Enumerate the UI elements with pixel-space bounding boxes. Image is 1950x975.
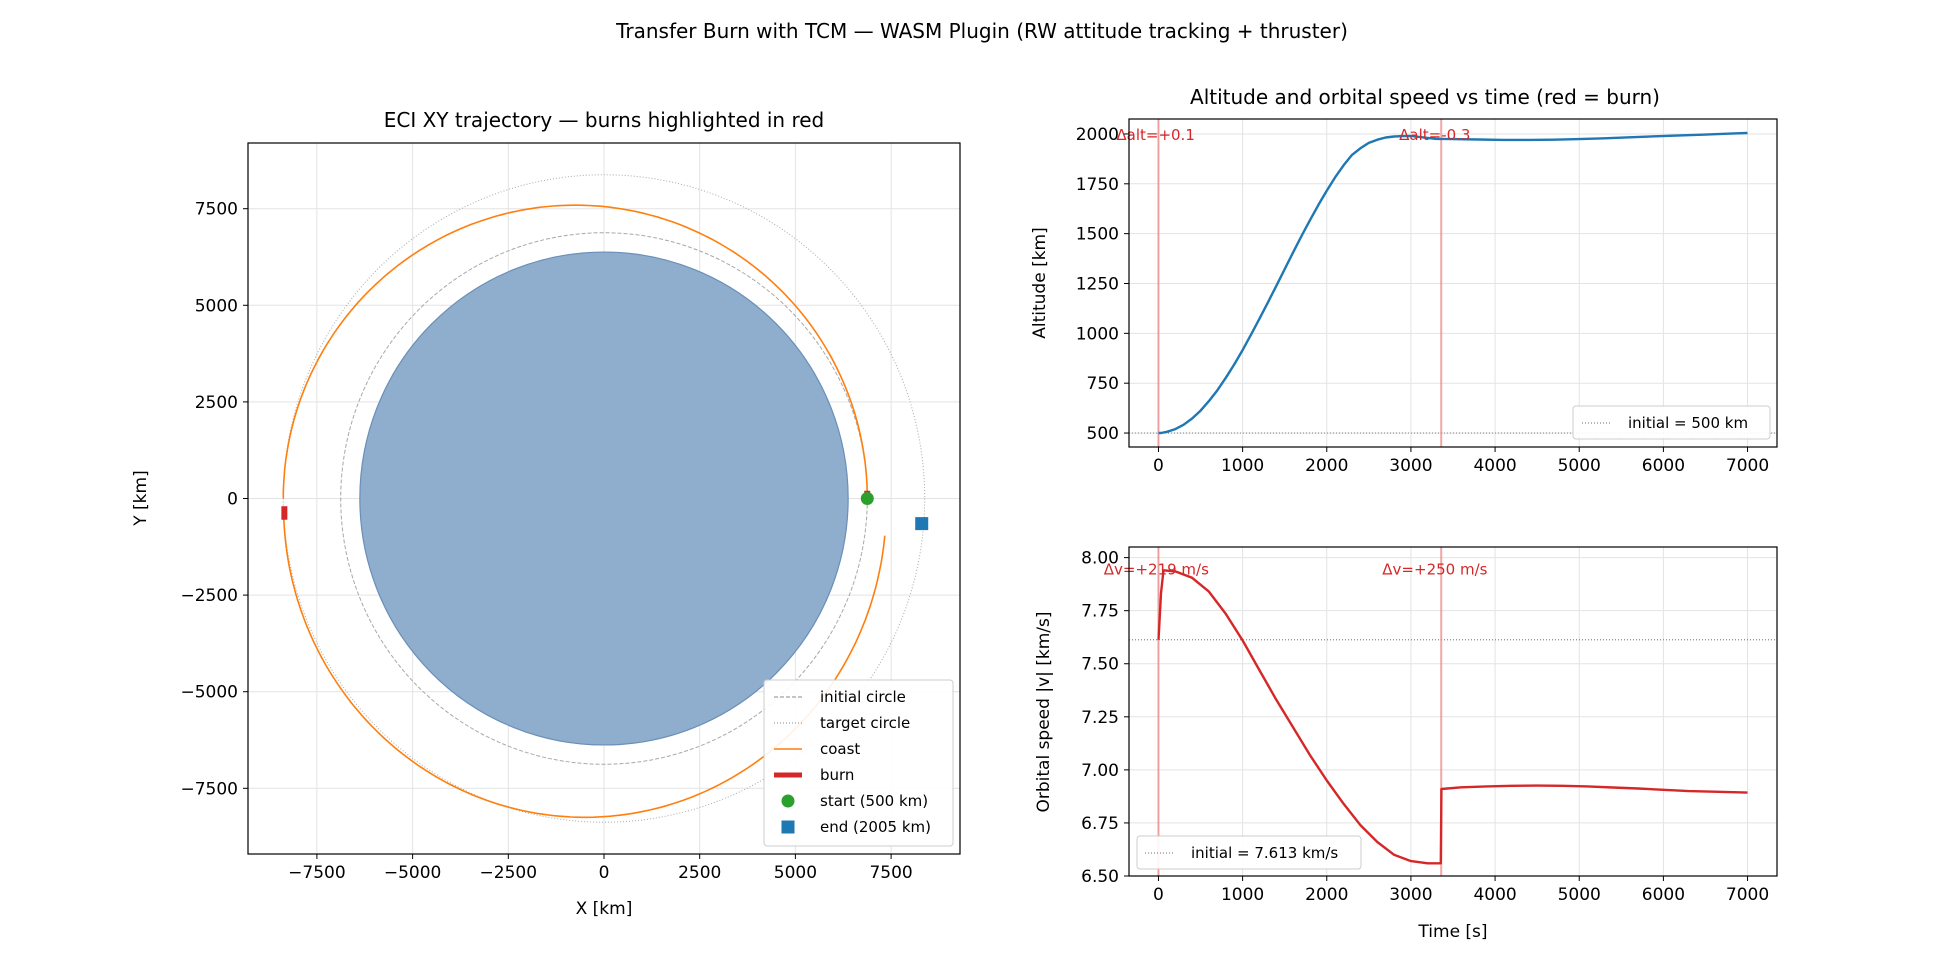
legend-end-marker [781, 820, 795, 834]
trajectory-ticks: −7500 −5000 −2500 0 2500 5000 7500 −7500 −5000 −2… [180, 200, 912, 883]
trajectory-y-tick-label: −2500 [180, 586, 238, 606]
spd-y-tick-label: 8.00 [1081, 549, 1119, 569]
trajectory-y-tick-label: 2500 [195, 393, 238, 413]
trajectory-x-tick-label: 0 [599, 863, 610, 883]
alt-x-tick-label: 5000 [1558, 456, 1601, 476]
legend-frame [763, 679, 954, 847]
alt-y-tick-label: 500 [1087, 424, 1119, 444]
alt-x-tick-label: 3000 [1389, 456, 1432, 476]
spd-y-tick-label: 7.00 [1081, 761, 1119, 781]
trajectory-x-tick-label: −2500 [480, 863, 538, 883]
altitude-grid [1129, 119, 1777, 447]
alt-series-line [1158, 131, 1748, 435]
altitude-ticks: 0 1000 2000 3000 4000 5000 6000 7000 500 750 1000 1… [1076, 125, 1769, 476]
trajectory-y-tick-label: 7500 [195, 200, 238, 220]
alt-x-tick-label: 0 [1153, 456, 1164, 476]
spd-x-tick-label: 7000 [1726, 885, 1769, 905]
spd-y-tick-label: 7.50 [1081, 655, 1119, 675]
alt-x-tick-label: 1000 [1221, 456, 1264, 476]
trajectory-y-tick-label: −5000 [180, 683, 238, 703]
speed-plot-area: Δv=+219 m/s Δv=+250 m/s [1104, 547, 1777, 876]
trajectory-x-tick-label: −7500 [288, 863, 346, 883]
legend-initial-circle: initial circle [820, 688, 906, 706]
spd-x-tick-label: 5000 [1558, 885, 1601, 905]
altitude-legend: initial = 500 km [1572, 405, 1771, 440]
spd-x-tick-label: 2000 [1305, 885, 1348, 905]
trajectory-y-tick-label: −7500 [180, 779, 238, 799]
alt-burn-annotation: Δalt=-0.3 [1399, 126, 1470, 144]
trajectory-x-tick-label: 5000 [774, 863, 817, 883]
trajectory-legend: initial circle target circle coast burn … [763, 679, 954, 847]
figure-title: Transfer Burn with TCM — WASM Plugin (RW… [615, 19, 1348, 43]
end-marker [915, 517, 929, 531]
spd-x-tick-label: 0 [1153, 885, 1164, 905]
alt-x-tick-label: 7000 [1726, 456, 1769, 476]
spd-y-tick-label: 7.75 [1081, 602, 1119, 622]
alt-x-tick-label: 4000 [1473, 456, 1516, 476]
speed-frame [1128, 546, 1778, 877]
trajectory-x-tick-label: 2500 [678, 863, 721, 883]
alt-x-tick-label: 2000 [1305, 456, 1348, 476]
altitude-legend-frame [1572, 405, 1771, 440]
spd-y-tick-label: 6.50 [1081, 867, 1119, 887]
legend-start-marker [781, 794, 795, 808]
alt-y-tick-label: 1250 [1076, 274, 1119, 294]
spd-y-tick-label: 7.25 [1081, 708, 1119, 728]
speed-legend-label: initial = 7.613 km/s [1191, 844, 1338, 862]
trajectory-x-axis-label: X [km] [576, 899, 633, 919]
spd-burn-annotation: Δv=+219 m/s [1104, 560, 1209, 578]
spd-x-tick-label: 1000 [1221, 885, 1264, 905]
trajectory-y-axis-label: Y [km] [131, 470, 151, 526]
trajectory-y-tick-label: 0 [227, 490, 238, 510]
trajectory-x-tick-label: 7500 [869, 863, 912, 883]
altitude-title: Altitude and orbital speed vs time (red … [1190, 85, 1660, 109]
trajectory-plot-area [281, 174, 929, 823]
altitude-y-axis-label: Altitude [km] [1030, 227, 1050, 339]
speed-x-axis-label: Time [s] [1417, 922, 1487, 942]
spd-burn-annotation: Δv=+250 m/s [1382, 560, 1487, 578]
alt-y-tick-label: 1750 [1076, 175, 1119, 195]
altitude-panel: Altitude and orbital speed vs time (red … [1030, 85, 1778, 476]
speed-ticks: 0 1000 2000 3000 4000 5000 6000 7000 6.50 6.75 7.0… [1081, 549, 1769, 905]
speed-grid [1129, 547, 1777, 877]
legend-end: end (2005 km) [820, 818, 931, 836]
spd-x-tick-label: 6000 [1642, 885, 1685, 905]
spd-x-tick-label: 4000 [1473, 885, 1516, 905]
altitude-legend-label: initial = 500 km [1628, 414, 1748, 432]
alt-y-tick-label: 2000 [1076, 125, 1119, 145]
trajectory-x-tick-label: −5000 [384, 863, 442, 883]
speed-panel: Δv=+219 m/s Δv=+250 m/s 0 1000 2000 3000 4000… [1034, 546, 1778, 942]
speed-legend: initial = 7.613 km/s [1136, 835, 1362, 870]
start-marker [860, 492, 874, 505]
trajectory-y-tick-label: 5000 [195, 296, 238, 316]
transfer-coast-arc [282, 204, 869, 499]
legend-target-circle: target circle [820, 714, 910, 732]
alt-y-tick-label: 750 [1087, 374, 1119, 394]
alt-x-tick-label: 6000 [1642, 456, 1685, 476]
legend-burn: burn [820, 766, 854, 784]
speed-legend-frame [1136, 835, 1362, 870]
spd-x-tick-label: 3000 [1389, 885, 1432, 905]
alt-y-tick-label: 1500 [1076, 225, 1119, 245]
legend-start: start (500 km) [820, 792, 928, 810]
alt-burn-annotation: Δalt=+0.1 [1116, 126, 1195, 144]
spd-series-line [1157, 569, 1748, 865]
earth-disk [359, 251, 849, 746]
speed-y-axis-label: Orbital speed |v| [km/s] [1034, 611, 1054, 812]
legend-coast: coast [820, 740, 860, 758]
trajectory-title: ECI XY trajectory — burns highlighted in… [384, 108, 825, 132]
trajectory-panel: ECI XY trajectory — burns highlighted in… [131, 108, 961, 919]
alt-y-tick-label: 1000 [1076, 324, 1119, 344]
spd-y-tick-label: 6.75 [1081, 814, 1119, 834]
